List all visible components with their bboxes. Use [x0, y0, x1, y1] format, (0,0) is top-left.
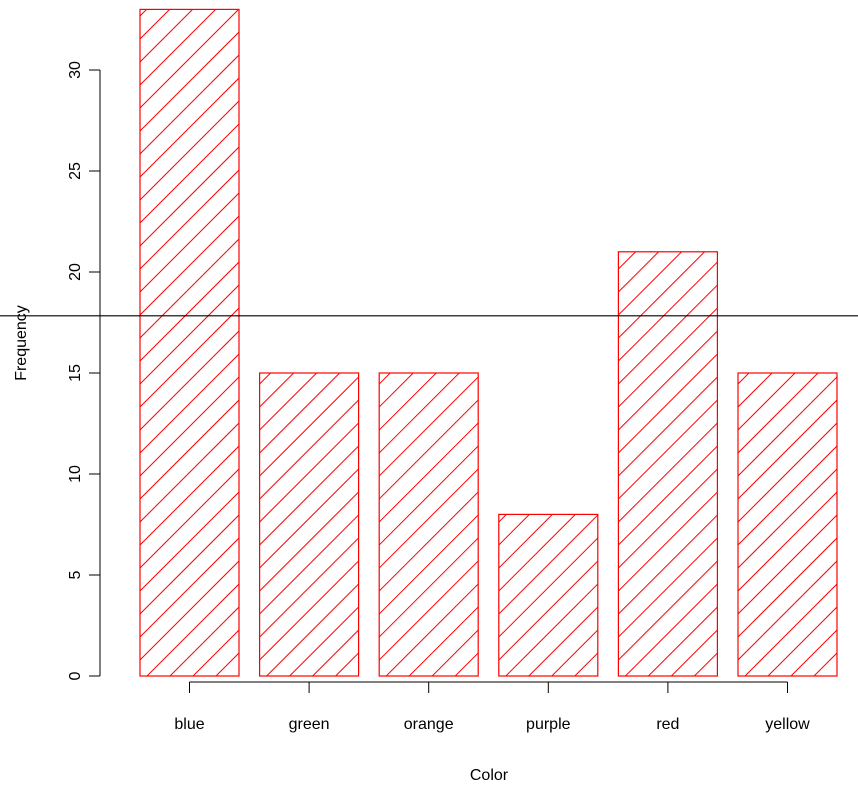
y-tick-label: 0	[67, 671, 84, 680]
bar-purple	[498, 513, 599, 677]
x-tick-label-red: red	[656, 716, 679, 733]
bar-hatch	[259, 373, 359, 676]
y-tick-label: 15	[67, 364, 84, 382]
y-axis-title: Frequency	[13, 305, 30, 381]
bar-yellow	[737, 372, 838, 677]
x-tick-label-yellow: yellow	[765, 716, 810, 733]
y-tick-label: 25	[67, 162, 84, 180]
y-axis: 0 5 10 15 20 25 30	[67, 61, 101, 680]
x-tick-label-orange: orange	[404, 716, 454, 733]
bar-red	[617, 251, 719, 677]
x-tick-label-green: green	[289, 716, 330, 733]
x-axis-title: Color	[470, 767, 509, 784]
bar-hatch	[738, 373, 837, 676]
bars-layer	[139, 8, 838, 677]
y-tick-label: 5	[67, 570, 84, 579]
y-tick-label: 20	[67, 263, 84, 281]
bar-hatch	[618, 251, 718, 677]
x-tick-label-purple: purple	[526, 716, 571, 733]
bar-blue	[139, 8, 240, 677]
bar-hatch	[379, 373, 479, 676]
y-tick-label: 30	[67, 61, 84, 79]
x-tick-label-blue: blue	[174, 716, 204, 733]
bar-orange	[378, 372, 479, 677]
x-axis: blue green orange purple red yellow	[174, 681, 810, 733]
y-tick-label: 10	[67, 465, 84, 483]
bar-green	[259, 372, 360, 677]
bar-hatch	[498, 514, 598, 677]
